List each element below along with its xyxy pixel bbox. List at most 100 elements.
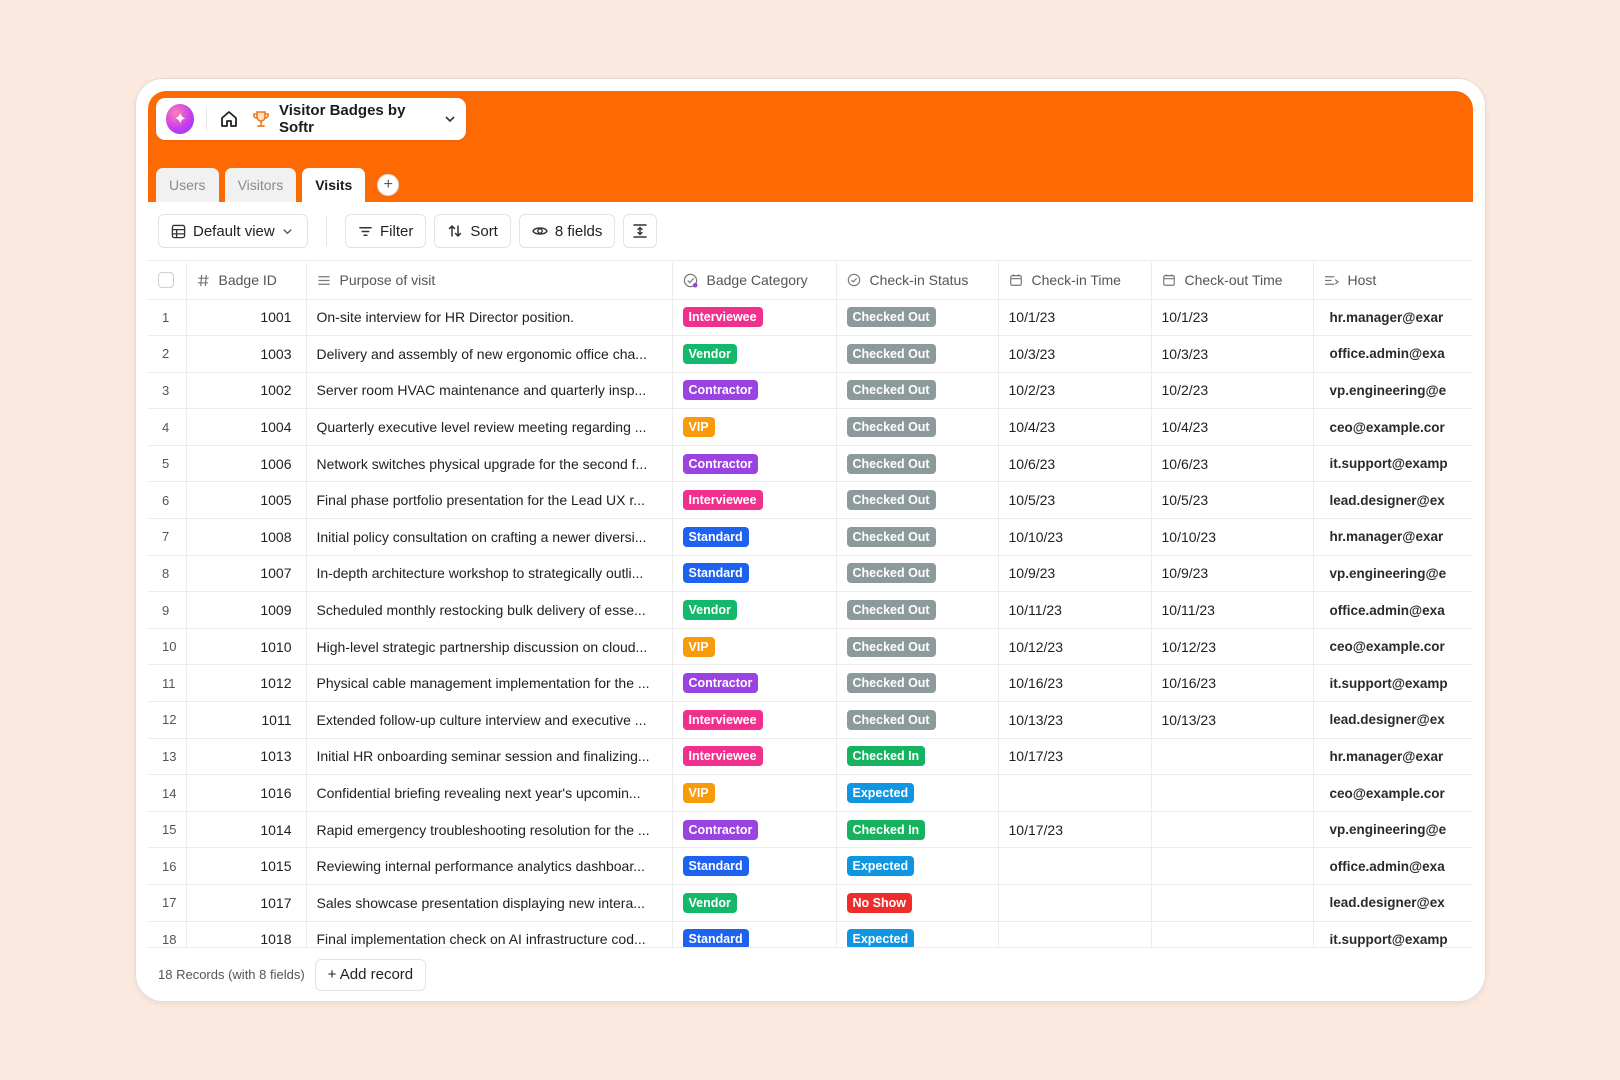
badge-id-cell[interactable]: 1017 — [186, 884, 307, 922]
host-cell[interactable]: lead.designer@ex — [1313, 701, 1473, 739]
checkin-time-cell[interactable] — [998, 921, 1152, 947]
checkin-status-cell[interactable]: Checked In — [836, 811, 999, 849]
badge-id-cell[interactable]: 1008 — [186, 518, 307, 556]
purpose-cell[interactable]: Final phase portfolio presentation for t… — [306, 481, 673, 520]
badge-id-cell[interactable]: 1016 — [186, 774, 307, 812]
row-number[interactable]: 1 — [148, 299, 187, 337]
checkin-time-cell[interactable]: 10/3/23 — [998, 335, 1152, 373]
checkout-time-cell[interactable]: 10/5/23 — [1151, 481, 1314, 520]
table-row[interactable]: 5 1006 Network switches physical upgrade f… — [148, 445, 1473, 483]
add-record-button[interactable]: + Add record — [314, 958, 427, 991]
badge-category-cell[interactable]: Interviewee — [672, 738, 837, 776]
row-number[interactable]: 8 — [148, 555, 187, 593]
checkout-time-cell[interactable] — [1151, 921, 1314, 947]
view-selector[interactable]: Default view — [158, 214, 308, 248]
column-header-host[interactable]: Host — [1313, 262, 1473, 300]
table-row[interactable]: 11 1012 Physical cable management implemen… — [148, 664, 1473, 703]
checkin-time-cell[interactable]: 10/17/23 — [998, 811, 1152, 849]
checkout-time-cell[interactable]: 10/13/23 — [1151, 701, 1314, 739]
badge-category-cell[interactable]: Standard — [672, 555, 837, 593]
select-all-cell[interactable] — [148, 262, 187, 300]
checkout-time-cell[interactable]: 10/9/23 — [1151, 555, 1314, 593]
host-cell[interactable]: it.support@examp — [1313, 921, 1473, 947]
checkin-time-cell[interactable]: 10/6/23 — [998, 445, 1152, 483]
checkout-time-cell[interactable] — [1151, 811, 1314, 849]
purpose-cell[interactable]: Final implementation check on AI infrast… — [306, 921, 673, 947]
purpose-cell[interactable]: Scheduled monthly restocking bulk delive… — [306, 591, 673, 629]
checkin-time-cell[interactable]: 10/16/23 — [998, 664, 1152, 703]
tab-users[interactable]: Users — [156, 168, 219, 202]
checkin-status-cell[interactable]: Checked Out — [836, 408, 999, 446]
purpose-cell[interactable]: Server room HVAC maintenance and quarter… — [306, 372, 673, 410]
badge-id-cell[interactable]: 1005 — [186, 481, 307, 520]
checkin-status-cell[interactable]: Checked Out — [836, 445, 999, 483]
filter-button[interactable]: Filter — [345, 214, 427, 248]
app-title[interactable]: Visitor Badges by Softr — [279, 102, 406, 136]
tab-visitors[interactable]: Visitors — [224, 168, 297, 202]
checkin-time-cell[interactable] — [998, 847, 1152, 885]
column-header-badge-category[interactable]: Badge Category — [672, 262, 837, 300]
table-row[interactable]: 10 1010 High-level strategic partnership d… — [148, 628, 1473, 666]
table-row[interactable]: 18 1018 Final implementation check on AI i… — [148, 921, 1473, 947]
badge-category-cell[interactable]: Interviewee — [672, 701, 837, 739]
checkin-status-cell[interactable]: Checked Out — [836, 701, 999, 739]
purpose-cell[interactable]: Reviewing internal performance analytics… — [306, 847, 673, 885]
host-cell[interactable]: ceo@example.cor — [1313, 774, 1473, 812]
column-header-checkout-time[interactable]: Check-out Time — [1151, 262, 1314, 300]
checkin-status-cell[interactable]: Checked Out — [836, 299, 999, 337]
badge-id-cell[interactable]: 1015 — [186, 847, 307, 885]
badge-id-cell[interactable]: 1012 — [186, 664, 307, 703]
host-cell[interactable]: lead.designer@ex — [1313, 884, 1473, 922]
host-cell[interactable]: it.support@examp — [1313, 445, 1473, 483]
checkin-time-cell[interactable]: 10/12/23 — [998, 628, 1152, 666]
table-row[interactable]: 12 1011 Extended follow-up culture intervi… — [148, 701, 1473, 739]
checkin-status-cell[interactable]: No Show — [836, 884, 999, 922]
row-number[interactable]: 17 — [148, 884, 187, 922]
host-cell[interactable]: it.support@examp — [1313, 664, 1473, 703]
checkin-status-cell[interactable]: Checked Out — [836, 628, 999, 666]
table-row[interactable]: 2 1003 Delivery and assembly of new ergono… — [148, 335, 1473, 373]
table-row[interactable]: 1 1001 On-site interview for HR Director p… — [148, 299, 1473, 337]
badge-category-cell[interactable]: Interviewee — [672, 481, 837, 520]
purpose-cell[interactable]: Delivery and assembly of new ergonomic o… — [306, 335, 673, 373]
table-row[interactable]: 17 1017 Sales showcase presentation displa… — [148, 884, 1473, 922]
chevron-down-icon[interactable] — [444, 113, 456, 125]
row-number[interactable]: 14 — [148, 774, 187, 812]
checkin-status-cell[interactable]: Checked Out — [836, 555, 999, 593]
badge-category-cell[interactable]: Contractor — [672, 664, 837, 703]
row-number[interactable]: 7 — [148, 518, 187, 556]
checkin-time-cell[interactable]: 10/17/23 — [998, 738, 1152, 776]
badge-category-cell[interactable]: Contractor — [672, 372, 837, 410]
checkout-time-cell[interactable]: 10/11/23 — [1151, 591, 1314, 629]
host-cell[interactable]: ceo@example.cor — [1313, 628, 1473, 666]
badge-category-cell[interactable]: Contractor — [672, 445, 837, 483]
checkout-time-cell[interactable]: 10/6/23 — [1151, 445, 1314, 483]
row-number[interactable]: 13 — [148, 738, 187, 776]
badge-id-cell[interactable]: 1001 — [186, 299, 307, 337]
badge-category-cell[interactable]: Standard — [672, 847, 837, 885]
home-icon[interactable] — [217, 107, 240, 131]
badge-id-cell[interactable]: 1013 — [186, 738, 307, 776]
badge-category-cell[interactable]: VIP — [672, 774, 837, 812]
column-header-checkin-status[interactable]: Check-in Status — [836, 262, 999, 300]
badge-category-cell[interactable]: Interviewee — [672, 299, 837, 337]
checkin-time-cell[interactable]: 10/4/23 — [998, 408, 1152, 446]
table-row[interactable]: 4 1004 Quarterly executive level review me… — [148, 408, 1473, 446]
purpose-cell[interactable]: Confidential briefing revealing next yea… — [306, 774, 673, 812]
purpose-cell[interactable]: High-level strategic partnership discuss… — [306, 628, 673, 666]
badge-category-cell[interactable]: Standard — [672, 921, 837, 947]
purpose-cell[interactable]: On-site interview for HR Director positi… — [306, 299, 673, 337]
purpose-cell[interactable]: Physical cable management implementation… — [306, 664, 673, 703]
purpose-cell[interactable]: In-depth architecture workshop to strate… — [306, 555, 673, 593]
row-number[interactable]: 5 — [148, 445, 187, 483]
purpose-cell[interactable]: Extended follow-up culture interview and… — [306, 701, 673, 739]
host-cell[interactable]: ceo@example.cor — [1313, 408, 1473, 446]
column-header-purpose[interactable]: Purpose of visit — [306, 262, 673, 300]
checkin-time-cell[interactable]: 10/1/23 — [998, 299, 1152, 337]
checkin-time-cell[interactable] — [998, 884, 1152, 922]
badge-id-cell[interactable]: 1014 — [186, 811, 307, 849]
checkin-status-cell[interactable]: Checked Out — [836, 335, 999, 373]
badge-id-cell[interactable]: 1006 — [186, 445, 307, 483]
badge-category-cell[interactable]: Vendor — [672, 335, 837, 373]
checkout-time-cell[interactable] — [1151, 738, 1314, 776]
